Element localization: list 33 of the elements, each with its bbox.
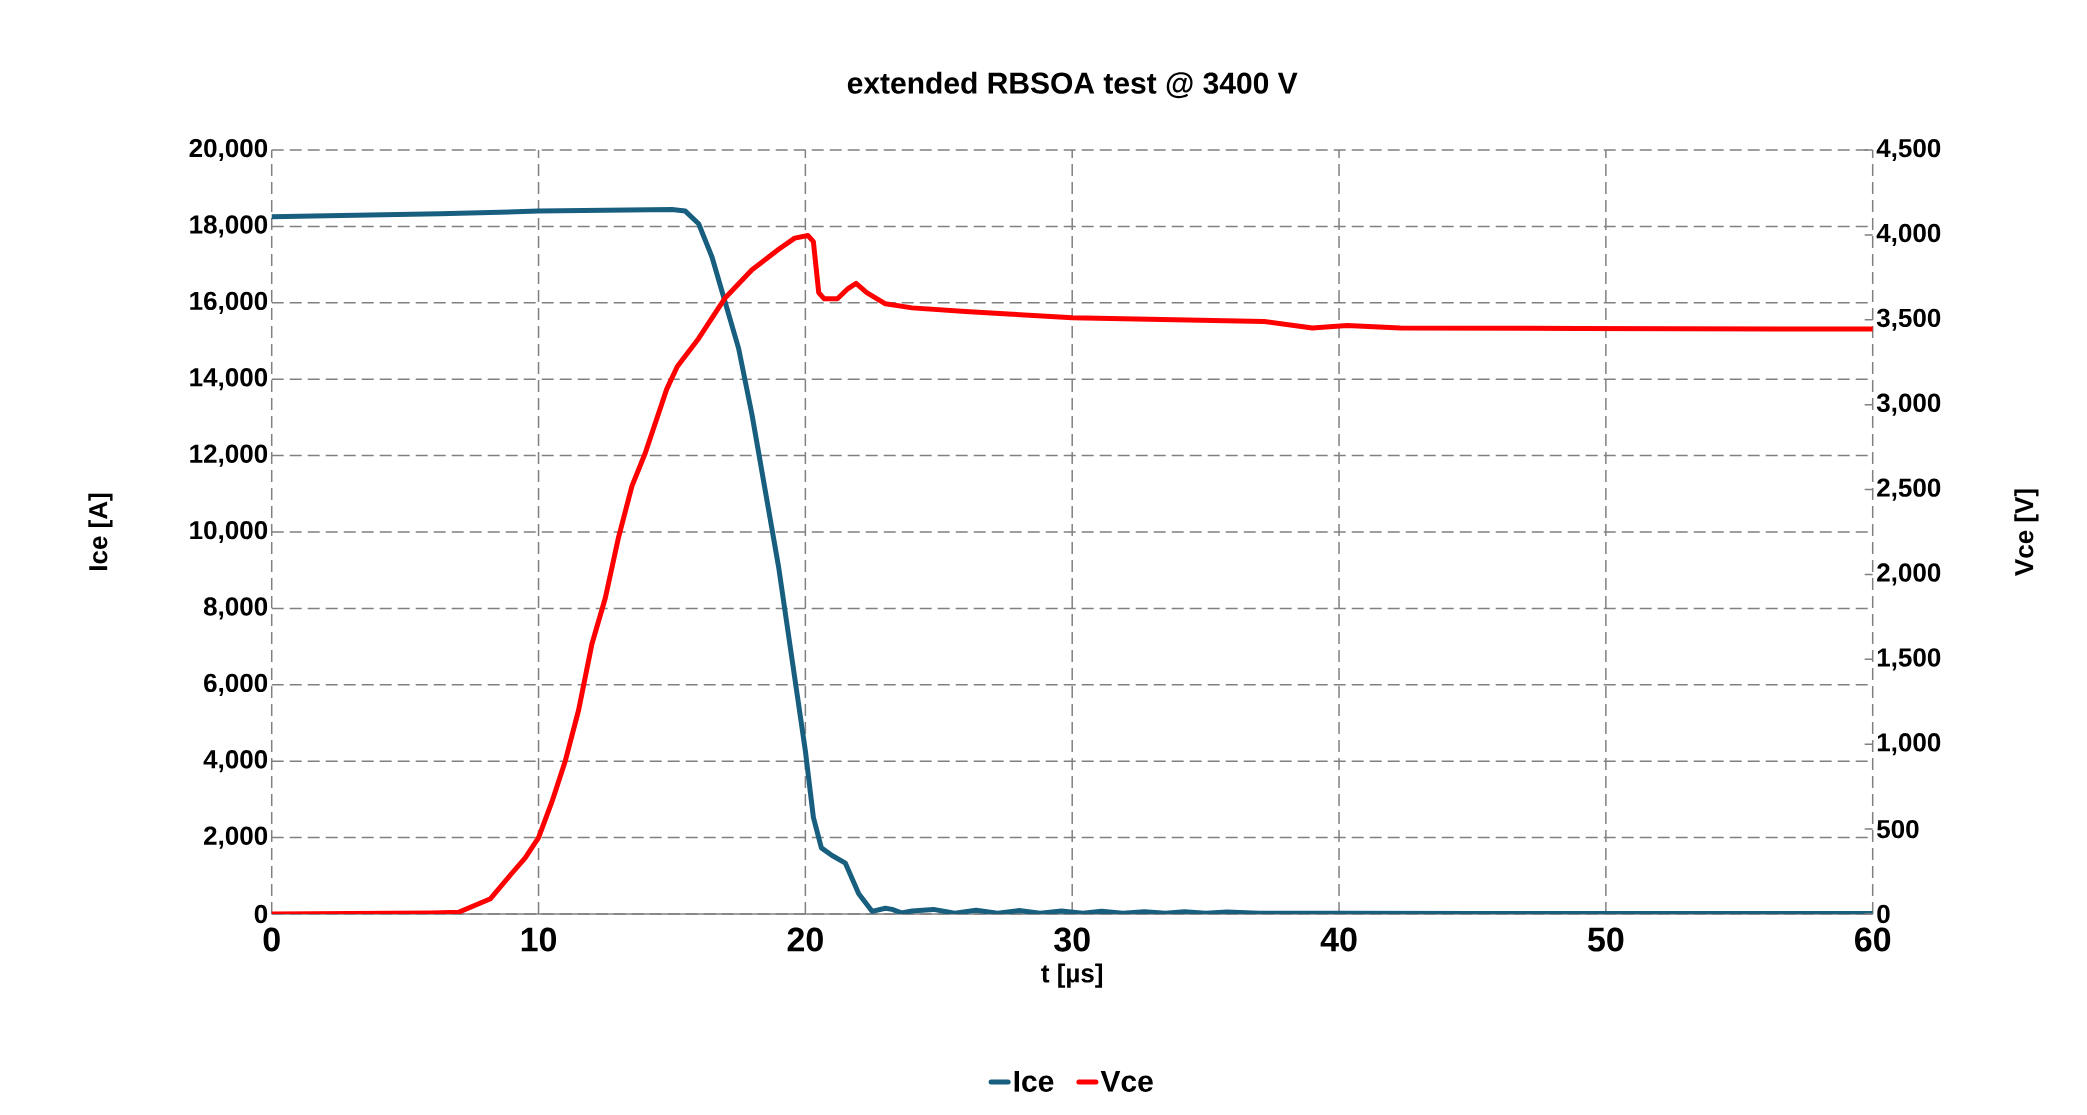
y2-tick-label: 3,000	[1876, 393, 1941, 416]
y-tick-label: 8,000	[203, 597, 268, 620]
y2-tick-label: 4,000	[1876, 223, 1941, 246]
y2-tick-label: 0	[1877, 904, 1890, 924]
legend-label: Ice	[1014, 1070, 1054, 1092]
x-tick-label: 30	[1054, 927, 1090, 952]
y-tick-label: 10,000	[190, 520, 268, 544]
y2-axis-title: Vce [V]	[2014, 489, 2039, 576]
y-tick-label: 2,000	[204, 826, 268, 849]
x-tick-label: 50	[1588, 927, 1624, 952]
x-tick-label: 10	[521, 927, 557, 952]
x-tick-label: 60	[1855, 927, 1891, 952]
legend-label: Vce	[1100, 1070, 1153, 1092]
y-tick-label: 18,000	[190, 215, 268, 238]
y-tick-label: 20,000	[189, 138, 268, 162]
y-tick-label: 6,000	[204, 673, 268, 696]
y-tick-label: 16,000	[190, 291, 268, 314]
x-tick-label: 20	[787, 927, 823, 952]
chart-title: extended RBSOA test @ 3400 V	[847, 71, 1298, 99]
y2-tick-label: 1,000	[1877, 733, 1941, 756]
y2-tick-label: 2,000	[1877, 563, 1941, 586]
y2-tick-label: 3,500	[1876, 308, 1941, 331]
x-tick-label: 40	[1320, 927, 1357, 952]
y2-tick-label: 4,500	[1876, 138, 1941, 162]
y2-tick-label: 2,500	[1877, 478, 1941, 501]
y-axis-title: Ice [A]	[88, 493, 113, 570]
y-tick-label: 0	[254, 904, 268, 924]
y2-tick-label: 500	[1877, 819, 1919, 839]
y2-tick-label: 1,500	[1877, 648, 1941, 671]
y-tick-label: 12,000	[190, 444, 268, 467]
y-tick-label: 4,000	[203, 750, 268, 773]
x-axis-title: t [µs]	[1041, 963, 1103, 988]
y-tick-label: 14,000	[190, 368, 268, 391]
